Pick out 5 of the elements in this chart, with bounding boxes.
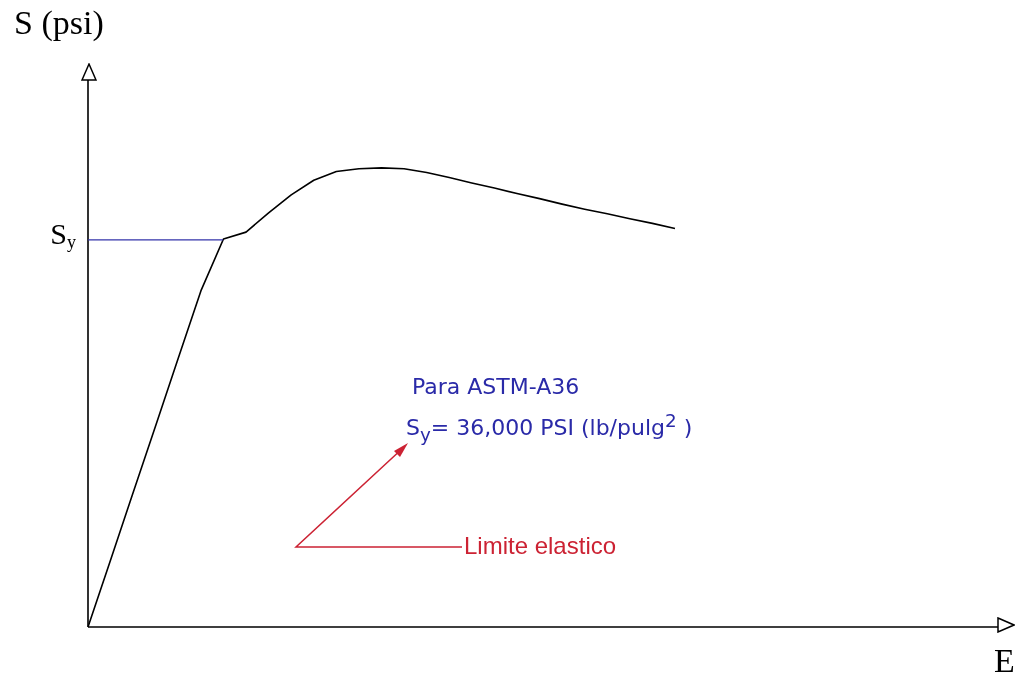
annotation: Para ASTM-A36 (412, 374, 580, 399)
annotation: S$_{y}$= 36,000 PSI (lb/pulg$^{2}$ ) (406, 410, 693, 445)
y-axis-title: S (psi) (14, 4, 104, 42)
annotation: Limite elastico (464, 532, 617, 560)
text: E (994, 642, 1015, 680)
